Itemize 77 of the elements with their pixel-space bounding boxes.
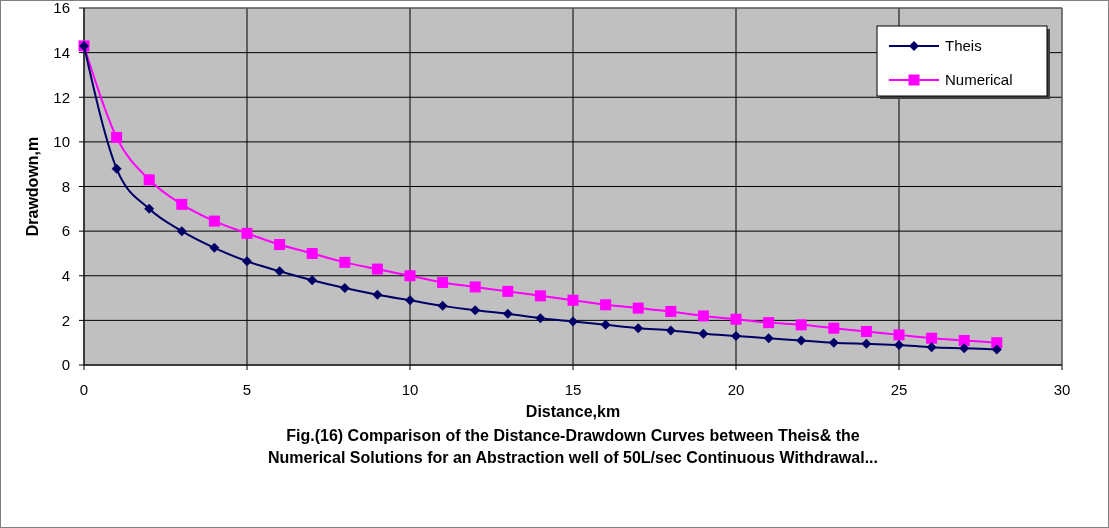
point — [405, 295, 415, 306]
point — [274, 266, 285, 277]
point — [828, 322, 840, 334]
point — [926, 332, 938, 344]
text: Fig.(16) Comparison of the Distance-Drawdown Curves between Theis& the Numerical Solutions for an Abstraction well of 50L/sec Continuous Withdrawal... — [267, 427, 879, 466]
point — [697, 310, 709, 322]
point — [730, 313, 742, 325]
point — [796, 335, 807, 346]
point — [372, 289, 383, 300]
y-tick-label: 16 — [53, 0, 70, 17]
y-axis-title: Drawdown,m — [24, 136, 41, 237]
point — [860, 326, 872, 338]
y-tick-label: 0 — [61, 356, 70, 374]
x-tick-label: 25 — [890, 381, 908, 398]
legend-label: Numerical — [945, 71, 1013, 89]
point — [437, 276, 449, 288]
point — [208, 215, 220, 227]
point — [633, 323, 644, 334]
point — [600, 319, 611, 330]
point — [665, 325, 676, 336]
point — [567, 294, 579, 306]
y-tick-label: 8 — [61, 177, 70, 195]
point — [893, 329, 905, 341]
point — [176, 226, 187, 237]
point — [209, 242, 220, 253]
y-tick-label: 6 — [61, 222, 70, 240]
point — [568, 316, 578, 327]
y-tick-label: 2 — [61, 311, 70, 329]
point — [991, 344, 1002, 355]
legend-label: Theis — [945, 37, 982, 55]
point — [763, 333, 774, 344]
point — [143, 174, 155, 186]
point — [339, 256, 351, 268]
point — [469, 281, 481, 293]
point — [404, 270, 416, 282]
point — [111, 163, 122, 174]
point — [502, 285, 514, 297]
point — [111, 131, 123, 143]
point — [535, 313, 546, 324]
point — [861, 338, 872, 349]
x-tick-label: 5 — [242, 381, 252, 398]
x-tick-label: 30 — [1053, 381, 1071, 398]
point — [731, 330, 741, 341]
point — [698, 328, 709, 339]
point — [306, 247, 318, 259]
point — [502, 308, 513, 319]
point — [144, 203, 155, 214]
y-tick-label: 10 — [53, 133, 70, 151]
point — [795, 319, 807, 331]
point — [371, 263, 383, 275]
point — [959, 343, 970, 354]
y-tick-label: 12 — [53, 88, 70, 106]
x-axis-title: Distance,km — [525, 403, 621, 420]
x-tick-label: 20 — [727, 381, 745, 398]
point — [437, 300, 448, 311]
y-tick-label: 14 — [53, 43, 70, 61]
point — [534, 290, 546, 302]
point — [176, 198, 188, 210]
x-tick-label: 0 — [79, 381, 89, 398]
point — [242, 256, 252, 267]
point — [241, 227, 253, 239]
point — [665, 305, 677, 317]
point — [274, 239, 286, 251]
point — [894, 339, 904, 350]
point — [763, 317, 775, 329]
point — [307, 275, 318, 286]
point — [339, 283, 350, 294]
point — [470, 305, 481, 316]
point — [632, 302, 644, 314]
point — [991, 337, 1003, 349]
point — [600, 299, 612, 311]
point — [828, 337, 839, 348]
x-tick-label: 10 — [401, 381, 419, 398]
x-tick-label: 15 — [564, 381, 582, 398]
point — [958, 334, 970, 346]
point — [926, 342, 937, 353]
y-tick-label: 4 — [61, 267, 70, 284]
